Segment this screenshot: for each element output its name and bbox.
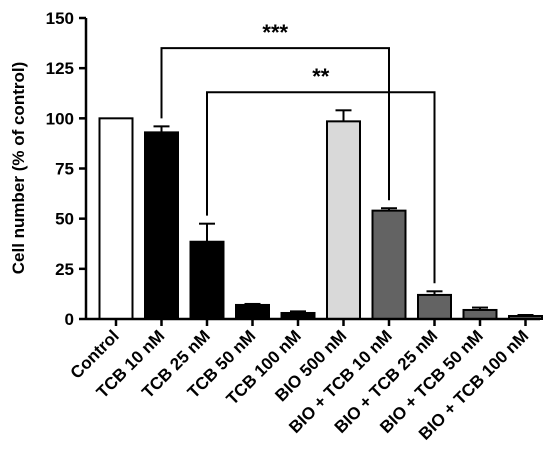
y-tick-label: 75 xyxy=(55,160,74,179)
y-tick-label: 25 xyxy=(55,260,74,279)
significance-brackets: ***** xyxy=(160,20,436,284)
bars xyxy=(98,117,543,321)
error-bars xyxy=(153,109,534,316)
bar xyxy=(189,240,225,320)
significance-label: ** xyxy=(312,64,330,89)
significance-bracket xyxy=(206,91,436,284)
y-tick-label: 150 xyxy=(46,9,74,28)
y-tick-label: 125 xyxy=(46,59,74,78)
y-axis: 0 25 50 75 100 125 150 xyxy=(46,9,88,329)
bar xyxy=(417,293,452,321)
y-tick-label: 100 xyxy=(46,109,74,128)
significance-bracket xyxy=(160,47,390,201)
y-tick-label: 0 xyxy=(65,310,74,329)
y-tick-label: 50 xyxy=(55,210,74,229)
bar xyxy=(326,120,361,320)
bar xyxy=(462,308,498,321)
bar xyxy=(98,117,134,321)
y-axis-label: Cell number (% of control) xyxy=(9,62,28,275)
bar xyxy=(144,131,179,320)
bar xyxy=(371,209,407,320)
significance-label: *** xyxy=(262,20,288,45)
bar xyxy=(235,303,270,321)
